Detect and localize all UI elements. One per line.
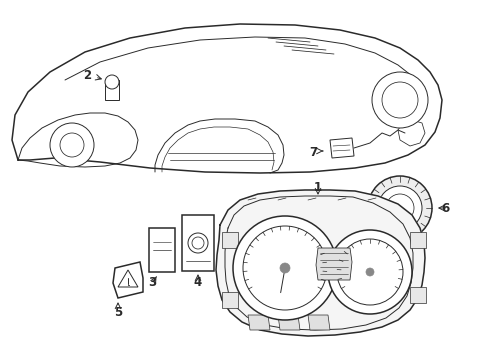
Polygon shape (397, 120, 424, 146)
Polygon shape (222, 292, 238, 308)
Circle shape (187, 233, 207, 253)
Circle shape (280, 263, 289, 273)
Polygon shape (409, 232, 425, 248)
Polygon shape (409, 287, 425, 303)
Polygon shape (247, 315, 269, 330)
Circle shape (50, 123, 94, 167)
Circle shape (377, 186, 421, 230)
Polygon shape (113, 262, 142, 298)
Polygon shape (278, 315, 299, 330)
Circle shape (381, 82, 417, 118)
Circle shape (371, 72, 427, 128)
Text: 5: 5 (114, 306, 122, 319)
Circle shape (192, 237, 203, 249)
Text: 2: 2 (83, 68, 91, 81)
Text: 3: 3 (148, 276, 156, 289)
Polygon shape (12, 24, 441, 173)
Circle shape (385, 194, 413, 222)
Polygon shape (222, 232, 238, 248)
Text: 7: 7 (308, 145, 316, 158)
Circle shape (243, 226, 326, 310)
Text: 1: 1 (313, 180, 322, 194)
Circle shape (365, 268, 373, 276)
Circle shape (327, 230, 411, 314)
Text: 4: 4 (193, 275, 202, 288)
Polygon shape (329, 138, 353, 158)
Polygon shape (216, 190, 424, 336)
Polygon shape (315, 248, 351, 280)
Text: 6: 6 (440, 202, 448, 215)
Polygon shape (307, 315, 329, 330)
Polygon shape (105, 80, 119, 100)
Circle shape (367, 176, 431, 240)
Circle shape (336, 239, 402, 305)
Circle shape (105, 75, 119, 89)
Circle shape (60, 133, 84, 157)
Circle shape (232, 216, 336, 320)
Polygon shape (182, 215, 214, 271)
Polygon shape (149, 228, 175, 272)
